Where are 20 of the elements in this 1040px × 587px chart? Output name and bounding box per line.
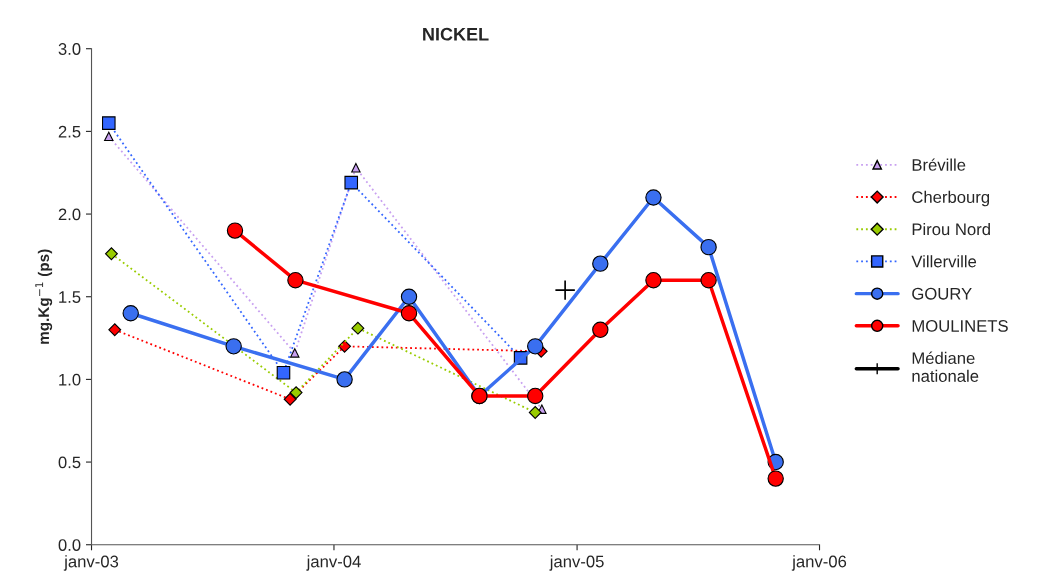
y-tick-label: 1.5 — [59, 291, 81, 303]
legend-label: Bréville — [912, 158, 966, 171]
legend-label: MOULINETS — [912, 320, 1008, 332]
legend-label: Villerville — [911, 255, 977, 268]
y-tick-label: 1.0 — [59, 373, 81, 386]
legend-label: Médiane nationale — [912, 351, 979, 382]
y-tick-label: 0.5 — [58, 456, 81, 469]
x-tick-label: janv-03 — [63, 555, 119, 571]
y-axis-title: mg.Kg$^{−1}$ (ps) — [35, 249, 53, 344]
y-tick-label: 3.0 — [58, 43, 81, 55]
y-tick-label: 2.0 — [58, 208, 81, 221]
x-tick-label: janv-05 — [549, 555, 604, 571]
legend-label: Cherbourg — [912, 190, 990, 207]
legend-label: Pirou Nord — [912, 222, 990, 236]
legend-label: GOURY — [912, 287, 972, 300]
x-tick-label: janv-06 — [791, 555, 847, 571]
y-tick-label: 0.0 — [58, 539, 81, 551]
chart-title: NICKEL — [423, 27, 489, 41]
y-tick-label: 2.5 — [58, 125, 81, 138]
x-tick-label: janv-04 — [306, 555, 361, 571]
